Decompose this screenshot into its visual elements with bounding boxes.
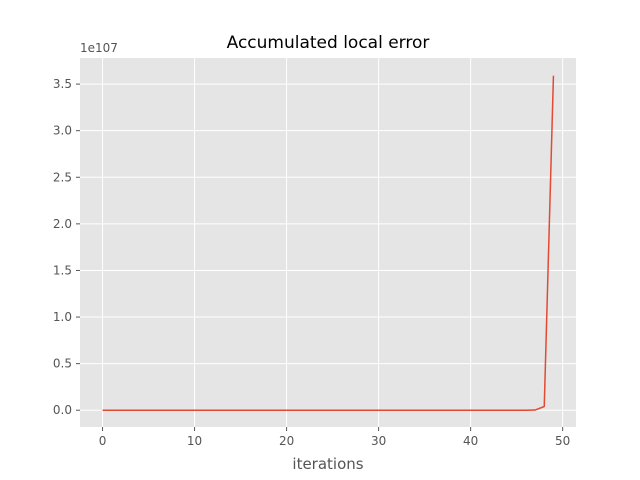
y-tick-label: 0.5 bbox=[53, 357, 72, 371]
y-tick-label: 0.0 bbox=[53, 403, 72, 417]
y-offset-label: 1e107 bbox=[80, 41, 118, 55]
x-tick-label: 10 bbox=[187, 434, 202, 448]
y-axis: 0.0 0.5 1.0 1.5 2.0 2.5 3.0 3.5 bbox=[53, 77, 80, 417]
x-tick-label: 50 bbox=[555, 434, 570, 448]
y-tick-label: 2.5 bbox=[53, 170, 72, 184]
y-tick-label: 3.5 bbox=[53, 77, 72, 91]
x-tick-label: 20 bbox=[279, 434, 294, 448]
y-tick-label: 1.0 bbox=[53, 310, 72, 324]
x-axis: 0 10 20 30 40 50 bbox=[99, 427, 570, 448]
y-tick-label: 2.0 bbox=[53, 217, 72, 231]
chart-title: Accumulated local error bbox=[227, 33, 430, 53]
plot-area bbox=[80, 58, 576, 427]
grid bbox=[80, 58, 576, 427]
x-tick-label: 30 bbox=[371, 434, 386, 448]
series-line bbox=[102, 75, 555, 411]
series-group bbox=[102, 75, 555, 411]
y-tick-label: 1.5 bbox=[53, 263, 72, 277]
x-tick-label: 40 bbox=[463, 434, 478, 448]
x-tick-label: 0 bbox=[99, 434, 107, 448]
x-axis-label: iterations bbox=[292, 455, 363, 473]
y-tick-label: 3.0 bbox=[53, 124, 72, 138]
